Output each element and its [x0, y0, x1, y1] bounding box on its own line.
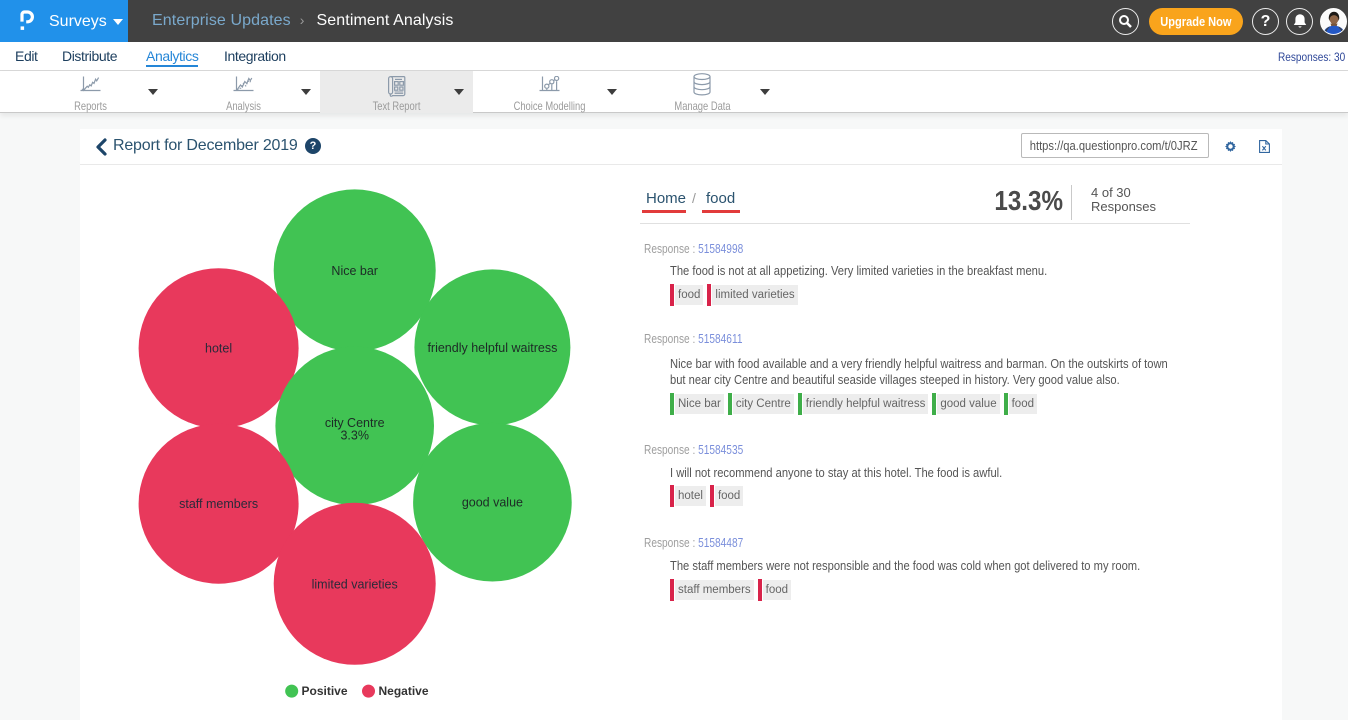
svg-text:staff members: staff members: [179, 497, 258, 511]
svg-text:hotel: hotel: [205, 342, 232, 356]
svg-text:3.3%: 3.3%: [340, 428, 369, 442]
svg-text:friendly helpful waitress: friendly helpful waitress: [427, 341, 557, 355]
svg-text:Positive: Positive: [302, 684, 348, 698]
svg-text:Negative: Negative: [379, 684, 429, 698]
svg-text:city Centre: city Centre: [325, 416, 385, 430]
svg-text:good value: good value: [462, 496, 523, 510]
svg-text:limited varieties: limited varieties: [312, 577, 398, 591]
svg-text:Nice bar: Nice bar: [331, 264, 378, 278]
